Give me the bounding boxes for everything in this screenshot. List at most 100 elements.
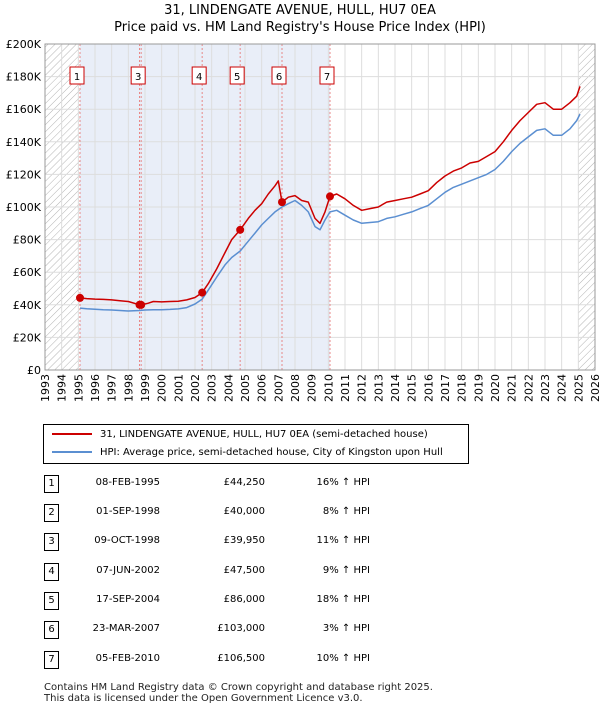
transaction-date: 05-FEB-2010 (95, 653, 160, 664)
transaction-date: 23-MAR-2007 (92, 623, 160, 634)
x-tick-label: 2005 (239, 374, 252, 402)
transaction-number: 7 (44, 651, 59, 669)
transaction-price: £106,500 (217, 653, 265, 664)
transaction-date: 07-JUN-2002 (96, 565, 160, 576)
y-tick-label: £180K (6, 71, 42, 84)
transaction-number: 4 (44, 563, 59, 581)
chart-title: 31, LINDENGATE AVENUE, HULL, HU7 0EA (164, 3, 436, 18)
transaction-number: 3 (44, 533, 59, 551)
x-tick-label: 1999 (139, 374, 152, 402)
transaction-hpi: 11% ↑ HPI (316, 535, 370, 546)
y-tick-label: £0 (27, 364, 41, 377)
x-tick-label: 1993 (39, 374, 52, 402)
x-tick-label: 2024 (556, 374, 569, 402)
transaction-number: 5 (44, 592, 59, 610)
transaction-date: 01-SEP-1998 (96, 506, 160, 517)
y-tick-label: £80K (13, 234, 42, 247)
y-tick-label: £160K (6, 103, 42, 116)
sale-point (326, 192, 334, 201)
marker-label-box (271, 66, 287, 85)
transaction-hpi: 10% ↑ HPI (316, 653, 370, 664)
x-tick-label: 2010 (322, 374, 335, 402)
y-tick-label: £200K (6, 38, 42, 51)
x-tick-label: 2020 (489, 374, 502, 402)
x-tick-label: 2016 (422, 374, 435, 402)
transaction-hpi: 8% ↑ HPI (322, 506, 370, 517)
sale-point (76, 293, 84, 302)
x-tick-label: 1994 (56, 374, 69, 402)
footer-copyright: Contains HM Land Registry data © Crown c… (44, 682, 433, 693)
transaction-number: 6 (44, 621, 59, 639)
x-tick-label: 2019 (472, 374, 485, 402)
transaction-hpi: 16% ↑ HPI (316, 477, 370, 488)
table-row: 5 17-SEP-2004 £86,000 18% ↑ HPI (0, 587, 600, 616)
series-line-property (79, 86, 581, 306)
marker-label: 3 (135, 72, 141, 83)
transaction-hpi: 9% ↑ HPI (322, 565, 370, 576)
x-tick-label: 2025 (572, 374, 585, 402)
table-row: 3 09-OCT-1998 £39,950 11% ↑ HPI (0, 528, 600, 557)
sale-point (137, 300, 146, 309)
marker-label-box (319, 66, 335, 85)
transaction-date: 08-FEB-1995 (95, 477, 160, 488)
transaction-hpi: 18% ↑ HPI (316, 594, 370, 605)
legend-entry-hpi: HPI: Average price, semi-detached house,… (52, 444, 443, 462)
transaction-price: £103,000 (217, 623, 265, 634)
x-tick-label: 1995 (72, 374, 85, 402)
x-tick-label: 2017 (439, 374, 452, 402)
transaction-number: 1 (44, 475, 59, 493)
y-tick-label: £100K (6, 201, 42, 214)
marker-label: 1 (74, 72, 80, 83)
plot-frame (44, 43, 596, 371)
table-row: 1 08-FEB-1995 £44,250 16% ↑ HPI (0, 470, 600, 499)
x-tick-label: 2018 (456, 374, 469, 402)
series-line-hpi (79, 113, 581, 312)
marker-label-box (130, 66, 146, 85)
table-row: 7 05-FEB-2010 £106,500 10% ↑ HPI (0, 646, 600, 675)
y-tick-label: £20K (13, 331, 42, 344)
marker-label: 4 (196, 72, 202, 83)
x-tick-label: 2014 (389, 374, 402, 402)
marker-label-box (191, 66, 207, 85)
transaction-date: 09-OCT-1998 (94, 535, 160, 546)
x-tick-label: 1996 (89, 374, 102, 402)
x-tick-label: 1997 (106, 374, 119, 402)
marker-label-box (229, 66, 245, 85)
marker-label: 5 (234, 72, 240, 83)
x-tick-label: 2026 (589, 374, 600, 402)
transaction-number: 2 (44, 504, 59, 522)
transaction-price: £40,000 (223, 506, 265, 517)
x-tick-label: 2008 (289, 374, 302, 402)
x-tick-label: 2022 (522, 374, 535, 402)
x-tick-label: 2009 (306, 374, 319, 402)
x-tick-label: 2015 (406, 374, 419, 402)
footer-licence: This data is licensed under the Open Gov… (44, 693, 363, 704)
x-tick-label: 2021 (506, 374, 519, 402)
legend-swatch-hpi (52, 451, 92, 453)
x-tick-label: 2013 (372, 374, 385, 402)
table-row: 6 23-MAR-2007 £103,000 3% ↑ HPI (0, 616, 600, 645)
chart-subtitle: Price paid vs. HM Land Registry's House … (114, 20, 486, 35)
x-tick-label: 2002 (189, 374, 202, 402)
x-tick-label: 2007 (272, 374, 285, 402)
table-row: 2 01-SEP-1998 £40,000 8% ↑ HPI (0, 499, 600, 528)
sale-point (236, 225, 245, 234)
legend-label-hpi: HPI: Average price, semi-detached house,… (100, 447, 443, 458)
x-tick-label: 1998 (122, 374, 135, 402)
sale-point (278, 198, 286, 207)
legend-swatch-property (52, 433, 92, 435)
x-tick-label: 2003 (206, 374, 219, 402)
y-tick-label: £140K (6, 136, 42, 149)
x-tick-label: 2001 (172, 374, 185, 402)
y-tick-label: £60K (13, 266, 42, 279)
marker-label: 6 (276, 72, 282, 83)
legend-label-property: 31, LINDENGATE AVENUE, HULL, HU7 0EA (se… (100, 429, 428, 440)
sale-point (198, 288, 207, 297)
transaction-price: £86,000 (223, 594, 265, 605)
marker-label: 7 (324, 72, 330, 83)
footer: Contains HM Land Registry data © Crown c… (44, 682, 433, 704)
x-tick-label: 2023 (539, 374, 552, 402)
x-tick-label: 2006 (256, 374, 269, 402)
transaction-price: £39,950 (223, 535, 265, 546)
transaction-date: 17-SEP-2004 (96, 594, 160, 605)
